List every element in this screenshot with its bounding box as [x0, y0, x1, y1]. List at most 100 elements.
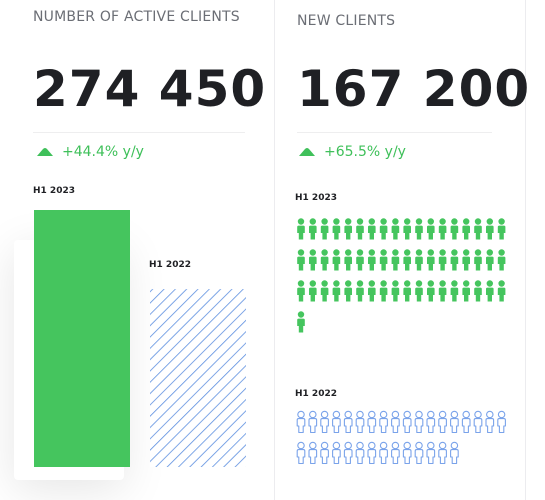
person-icon	[438, 249, 447, 271]
person-icon	[309, 218, 317, 240]
active-clients-growth-text: +44.4% y/y	[62, 144, 144, 160]
person-icon	[332, 218, 341, 240]
person-icon	[438, 218, 447, 240]
person-icon	[438, 410, 447, 434]
person-icon	[450, 410, 459, 434]
person-icon	[320, 410, 329, 434]
person-icon	[379, 280, 388, 302]
person-icon	[355, 410, 365, 434]
person-icon	[462, 218, 470, 240]
active-clients-value: 274 450	[33, 60, 267, 118]
person-icon	[486, 280, 494, 302]
person-icon	[320, 441, 329, 465]
person-icon	[379, 218, 388, 240]
bar-h1-2023	[34, 210, 130, 467]
person-icon	[427, 280, 435, 302]
person-icon	[497, 410, 506, 434]
person-icon	[461, 410, 471, 434]
person-icon	[474, 218, 482, 240]
person-icon	[450, 441, 459, 465]
active-clients-growth: +44.4% y/y	[36, 144, 144, 160]
person-icon	[309, 280, 317, 302]
person-icon	[368, 280, 376, 302]
person-icon	[309, 249, 317, 271]
bar-label-h1-2022: H1 2022	[149, 260, 191, 270]
person-icon	[391, 218, 400, 240]
person-icon	[415, 218, 423, 240]
person-icon	[355, 441, 365, 465]
person-icon	[391, 441, 400, 465]
person-icon	[462, 249, 470, 271]
person-icon	[297, 249, 305, 271]
person-icon	[320, 280, 329, 302]
person-icon	[438, 280, 447, 302]
person-icon	[343, 410, 353, 434]
person-icon	[379, 441, 388, 465]
person-icon	[486, 218, 494, 240]
person-icon	[356, 280, 364, 302]
person-icon	[368, 249, 376, 271]
person-icon	[332, 441, 341, 465]
person-icon	[450, 218, 459, 240]
person-icon	[379, 410, 388, 434]
person-icon	[427, 249, 435, 271]
person-icon	[414, 410, 424, 434]
person-icon	[462, 280, 470, 302]
active-clients-title: NUMBER OF ACTIVE CLIENTS	[33, 9, 240, 25]
person-icon	[356, 218, 364, 240]
person-icon	[296, 441, 306, 465]
right-edge-divider	[525, 0, 526, 500]
new-clients-growth: +65.5% y/y	[298, 144, 406, 160]
person-icon	[391, 280, 400, 302]
new-clients-value: 167 200	[297, 60, 531, 118]
up-triangle-icon	[299, 148, 315, 156]
person-icon	[438, 441, 447, 465]
person-icon	[497, 249, 506, 271]
person-icon	[367, 410, 377, 434]
active-clients-rule	[33, 132, 245, 133]
person-icon	[486, 249, 494, 271]
person-icon	[344, 280, 352, 302]
person-icon	[415, 280, 423, 302]
person-icon	[356, 249, 364, 271]
person-icon	[391, 410, 400, 434]
person-icon	[320, 218, 329, 240]
column-divider	[274, 0, 275, 500]
person-icon	[297, 218, 305, 240]
person-icon	[402, 410, 412, 434]
person-icon	[368, 218, 376, 240]
person-icon	[450, 249, 459, 271]
person-icon	[473, 410, 483, 434]
person-icon	[414, 441, 424, 465]
person-icon	[343, 441, 353, 465]
person-icon	[308, 441, 318, 465]
person-icon	[415, 249, 423, 271]
person-icon	[297, 311, 305, 333]
person-icon	[367, 441, 377, 465]
person-icon	[403, 249, 411, 271]
person-icon	[308, 410, 318, 434]
person-icon	[403, 280, 411, 302]
person-icon	[379, 249, 388, 271]
person-icon	[474, 280, 482, 302]
person-icon	[332, 280, 341, 302]
person-icon	[485, 410, 495, 434]
person-icon	[332, 410, 341, 434]
bar-label-h1-2023: H1 2023	[33, 186, 75, 196]
up-triangle-icon	[37, 148, 53, 156]
person-icon	[497, 218, 506, 240]
person-icon	[402, 441, 412, 465]
new-clients-rule	[297, 132, 492, 133]
person-icon	[450, 280, 459, 302]
person-icon	[320, 249, 329, 271]
bar-h1-2022	[150, 289, 246, 467]
person-icon	[344, 218, 352, 240]
new-clients-title: NEW CLIENTS	[297, 13, 396, 29]
new-clients-growth-text: +65.5% y/y	[324, 144, 406, 160]
person-icon	[344, 249, 352, 271]
icon-label-h1-2022: H1 2022	[295, 389, 337, 399]
person-icon	[474, 249, 482, 271]
person-icon	[497, 280, 506, 302]
